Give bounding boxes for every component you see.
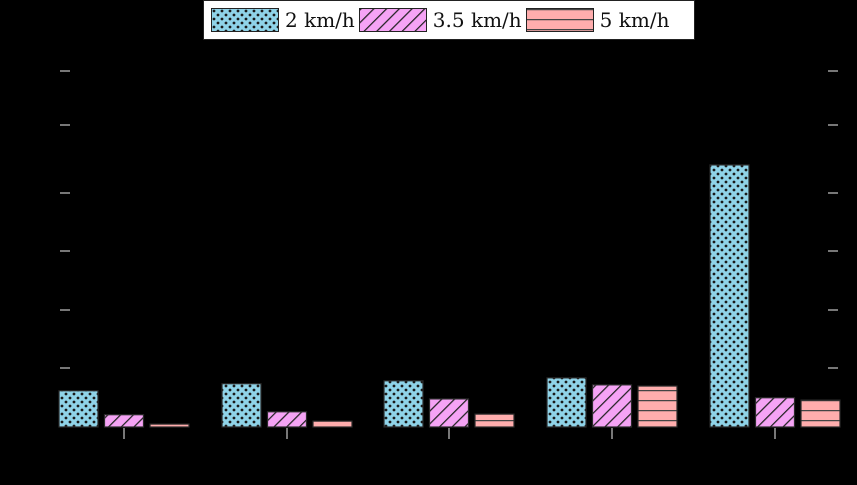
legend-item-3-5kmh: 3.5 km/h [358,8,522,32]
legend-swatch-dots-icon [211,8,279,32]
bar [221,383,262,428]
bar [312,420,353,428]
bar [546,377,587,428]
bar [591,384,633,428]
legend-item-5kmh: 5 km/h [525,8,670,32]
legend-label: 5 km/h [599,8,670,32]
bars [58,164,841,428]
bar [58,390,99,428]
bar [800,399,841,428]
y-axis-ticks-left [60,70,70,369]
legend-label: 2 km/h [285,8,355,32]
legend: 2 km/h 3.5 km/h 5 km/h [203,0,695,40]
legend-item-2kmh: 2 km/h [211,8,355,32]
bar [266,411,308,428]
bar [149,423,190,428]
bar [474,413,515,428]
x-axis-ticks [123,428,776,439]
bar [709,164,750,428]
legend-label: 3.5 km/h [432,8,522,32]
bar [103,414,145,428]
y-axis-ticks-right [828,70,838,369]
legend-swatch-horizontal-icon [525,8,594,32]
legend-swatch-diagonal-icon [358,8,427,32]
bar [637,385,678,428]
bar [754,397,796,428]
bar [383,380,424,428]
bar [428,398,470,428]
